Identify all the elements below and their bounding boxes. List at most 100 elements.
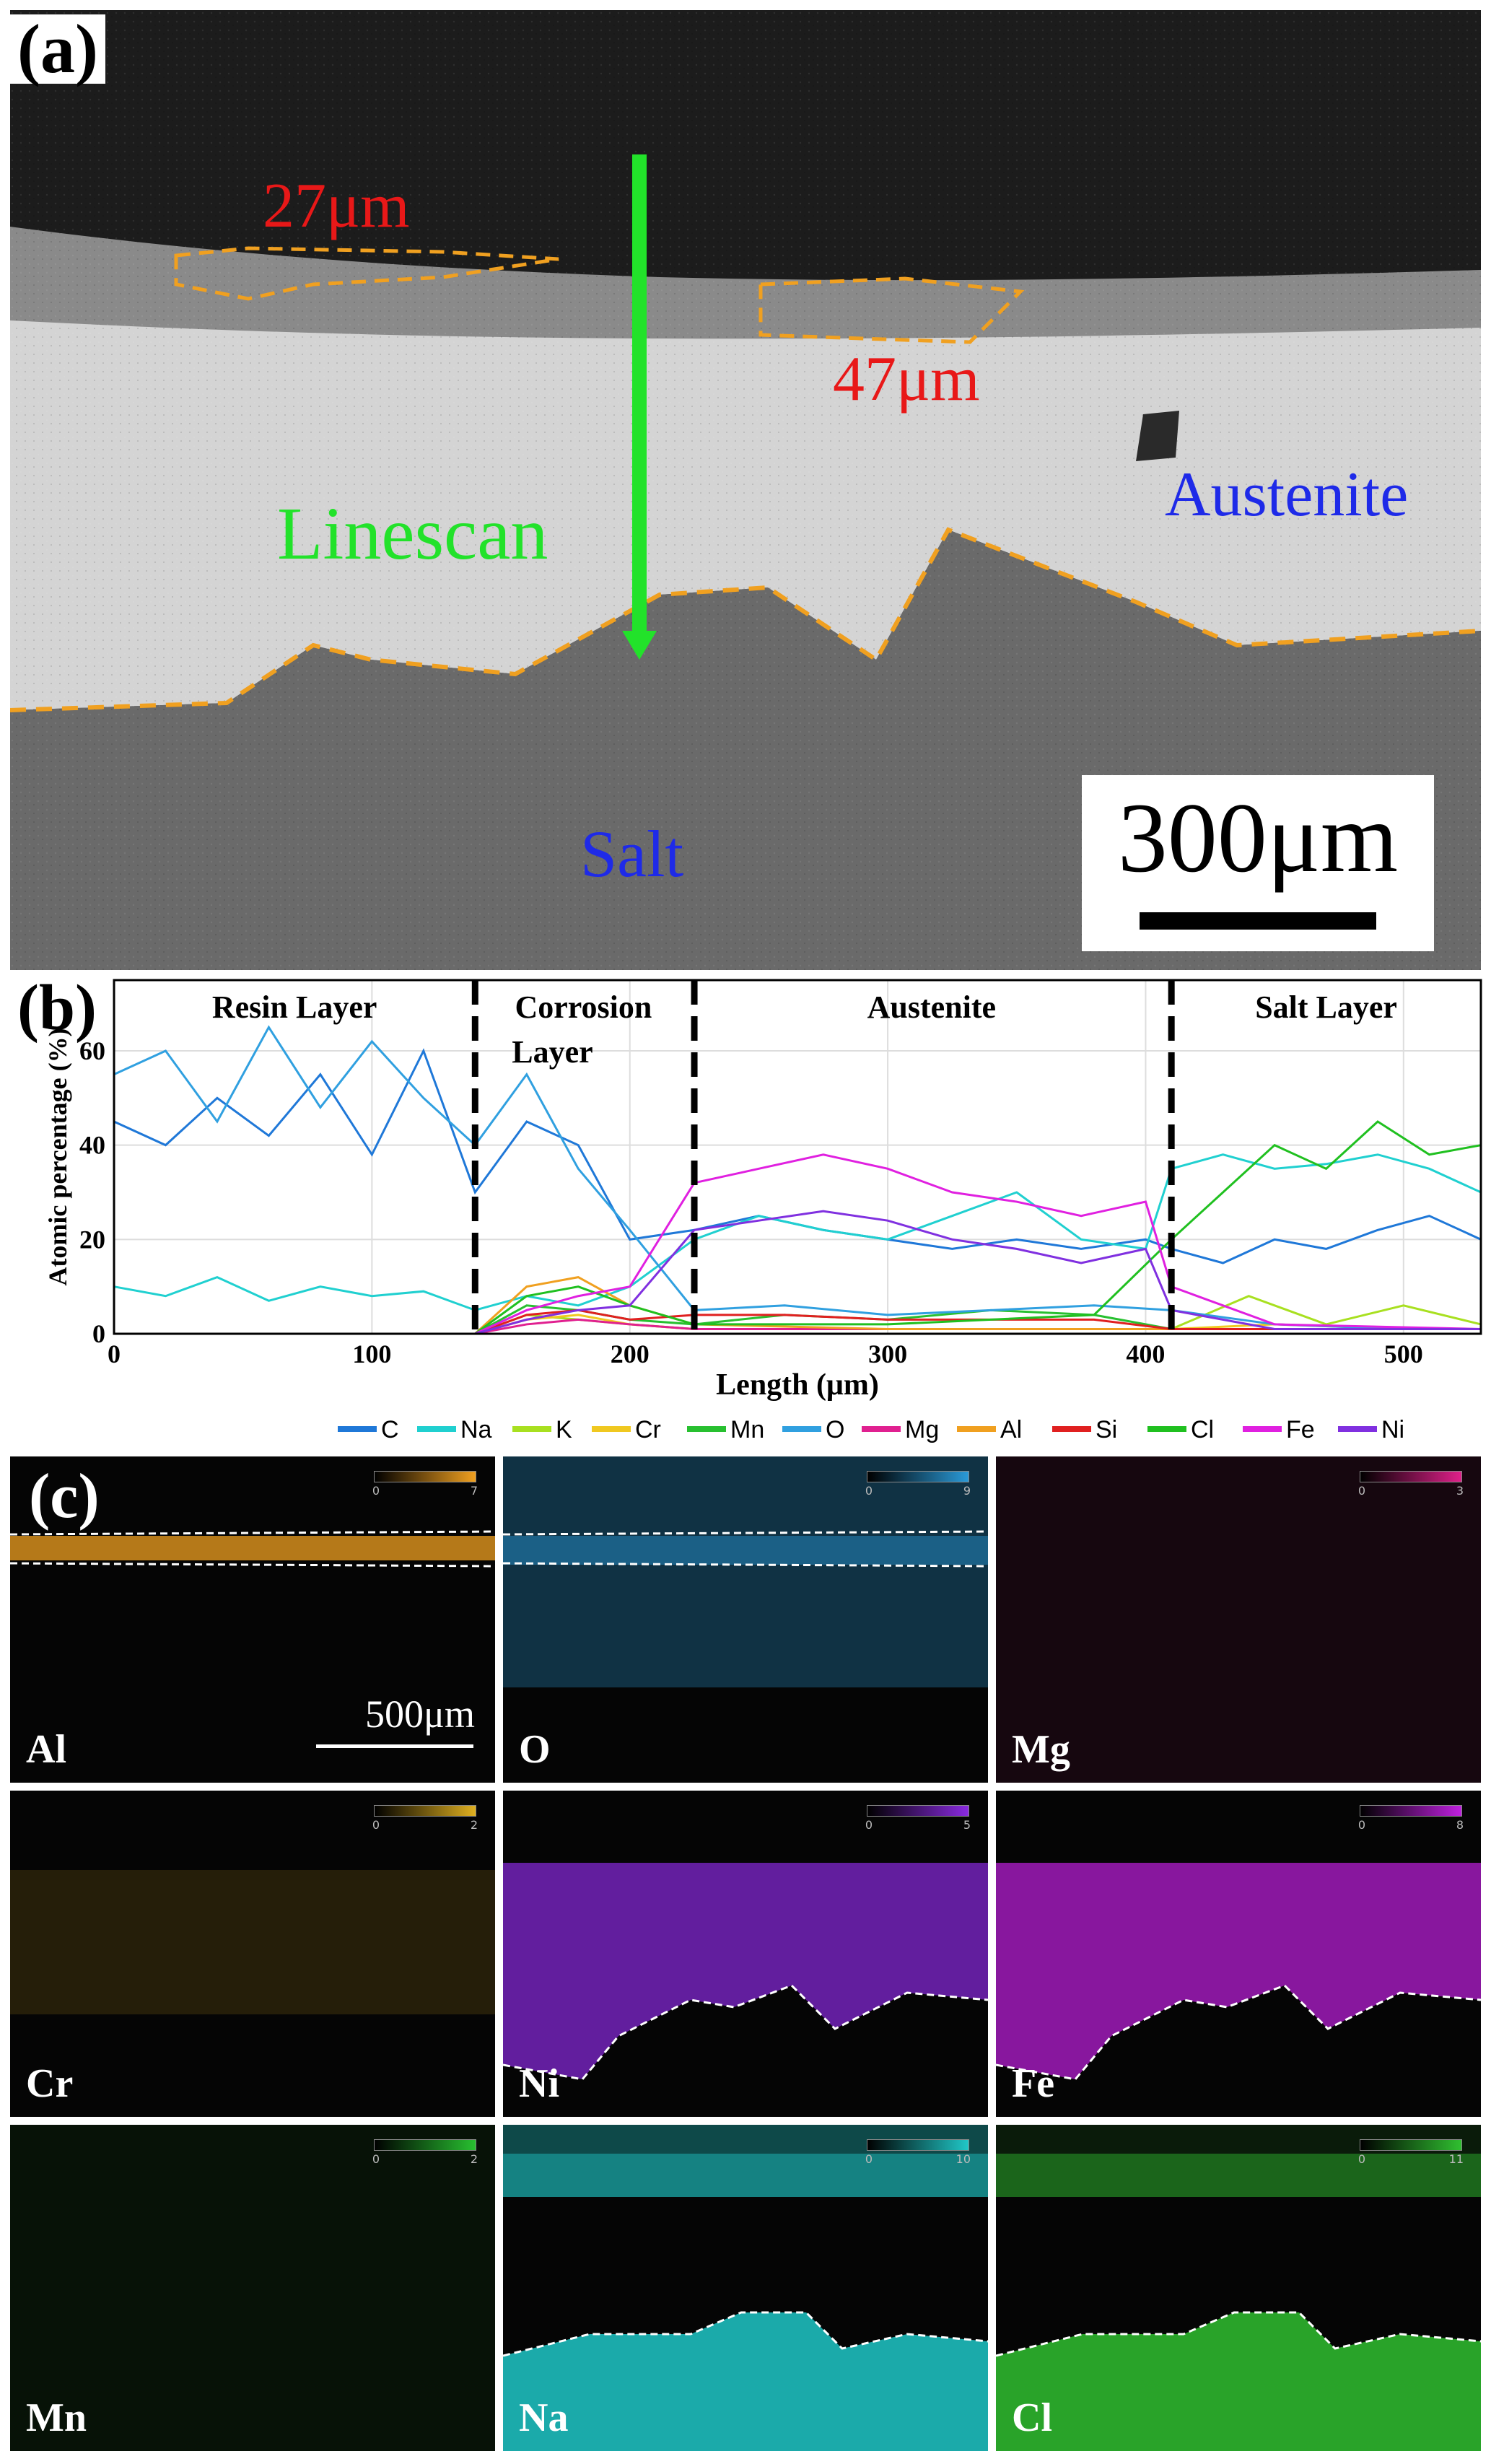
y-tick-label: 0 <box>92 1319 105 1348</box>
o-band <box>503 1536 988 1565</box>
layer-boundary-top <box>10 1530 495 1536</box>
x-tick-label: 100 <box>352 1340 391 1368</box>
legend-label-al: Al <box>1000 1416 1022 1443</box>
colorbar-max: 2 <box>470 1818 478 1832</box>
colorbar <box>867 1471 969 1482</box>
series-c-line <box>113 1048 1482 1264</box>
cr-region <box>10 1870 495 2014</box>
eds-map-image <box>503 2125 988 2451</box>
legend-label-fe: Fe <box>1286 1416 1315 1443</box>
colorbar-max: 11 <box>1448 2152 1464 2166</box>
eds-map-mg: 0 3 Mg <box>996 1456 1481 1783</box>
salt-boundary <box>996 2311 1481 2357</box>
x-tick-label: 300 <box>868 1340 907 1368</box>
austenite-label: Austenite <box>1165 460 1408 530</box>
thickness-outline-27 <box>174 246 559 301</box>
scale-bar <box>1140 912 1376 930</box>
eds-map-image <box>996 1456 1481 1783</box>
chart-svg: Resin Layer Corrosion Layer Austenite Salt L… <box>43 979 1482 1402</box>
colorbar-min: 0 <box>865 1484 873 1498</box>
colorbar <box>1360 1471 1462 1482</box>
layer-boundary-bottom <box>503 1562 988 1568</box>
panel-c-label: (c) <box>29 1462 100 1532</box>
colorbar <box>374 1471 476 1482</box>
colorbar-min: 0 <box>865 2152 873 2166</box>
series-na-line <box>113 1153 1482 1311</box>
x-tick-label: 0 <box>108 1340 121 1368</box>
al-band <box>10 1536 495 1560</box>
thickness-outline-47 <box>758 276 1025 344</box>
eds-map-image <box>10 1530 495 1568</box>
element-label: Fe <box>1012 2061 1055 2106</box>
panel-a-label: (a) <box>10 14 105 84</box>
eds-map-cr: 0 2 Cr <box>10 1791 495 2117</box>
sem-image: 27μm 47μm Linescan Austenite Salt 300μm <box>10 10 1481 970</box>
scale-bar-box: 300μm <box>1082 775 1434 951</box>
x-tick-label: 200 <box>611 1340 650 1368</box>
colorbar-max: 3 <box>1456 1484 1464 1498</box>
eds-map-image <box>503 1456 988 1687</box>
particle <box>1136 411 1179 461</box>
series-cl-line <box>114 1120 1482 1335</box>
map-scale-bar <box>316 1744 473 1748</box>
colorbar-min: 0 <box>1357 2152 1365 2166</box>
colorbar <box>374 1805 476 1817</box>
legend-label-si: Si <box>1096 1416 1117 1443</box>
y-tick-label: 20 <box>79 1225 105 1254</box>
eds-map-al: 0 7 Al 500μm <box>10 1456 495 1783</box>
eds-map-image <box>10 1870 495 2014</box>
x-axis-label: Length (μm) <box>716 1368 879 1402</box>
region-label: Austenite <box>867 989 996 1025</box>
legend-label-mg: Mg <box>905 1416 939 1443</box>
colorbar-min: 0 <box>372 1818 380 1832</box>
y-axis-label: Atomic percentage (%) <box>43 1028 72 1285</box>
salt-boundary <box>503 2311 988 2357</box>
top-region <box>503 2125 988 2197</box>
eds-map-fe: 0 8 Fe <box>996 1791 1481 2117</box>
colorbar-max: 5 <box>963 1818 971 1832</box>
series-ni-line <box>114 1210 1481 1335</box>
salt-signal <box>503 2312 988 2451</box>
colorbar-max: 7 <box>470 1484 478 1498</box>
series-fe-line <box>114 1153 1482 1335</box>
colorbar <box>374 2139 476 2151</box>
colorbar <box>867 1805 969 1817</box>
element-label: O <box>519 1727 551 1772</box>
thickness-label-27: 27μm <box>263 171 410 241</box>
austenite-signal <box>503 1863 988 2079</box>
eds-map-ni: 0 5 Ni <box>503 1791 988 2117</box>
band-region <box>996 2154 1481 2197</box>
legend-label-k: K <box>556 1416 572 1443</box>
region-label: Corrosion <box>515 989 652 1025</box>
colorbar-max: 9 <box>963 1484 971 1498</box>
element-label: Cr <box>26 2061 74 2106</box>
legend-label-mn: Mn <box>730 1416 764 1443</box>
salt-label: Salt <box>580 817 684 891</box>
legend-label-o: O <box>826 1416 844 1443</box>
layer-boundary-top <box>503 1530 988 1536</box>
eds-map-image <box>996 2125 1481 2451</box>
thickness-label-47: 47μm <box>833 344 980 414</box>
legend-label-ni: Ni <box>1381 1416 1404 1443</box>
region-label: Resin Layer <box>212 989 377 1025</box>
colorbar-max: 10 <box>956 2152 971 2166</box>
eds-map-na: 0 10 Na <box>503 2125 988 2451</box>
legend-label-na: Na <box>460 1416 492 1443</box>
eds-map-cl: 0 11 Cl <box>996 2125 1481 2451</box>
colorbar-min: 0 <box>1357 1818 1365 1832</box>
colorbar <box>1360 1805 1462 1817</box>
eds-map-mn: 0 2 Mn <box>10 2125 495 2451</box>
salt-boundary <box>996 1984 1481 2081</box>
element-label: Mg <box>1012 1727 1070 1772</box>
band-region <box>503 2154 988 2197</box>
element-label: Al <box>26 1727 66 1772</box>
legend-label-cr: Cr <box>635 1416 661 1443</box>
colorbar-max: 2 <box>470 2152 478 2166</box>
colorbar-min: 0 <box>372 2152 380 2166</box>
region-label: Layer <box>512 1034 593 1070</box>
eds-map-image <box>10 2125 495 2451</box>
mn-region <box>10 2125 495 2451</box>
legend-label-c: C <box>381 1416 399 1443</box>
colorbar-min: 0 <box>1357 1484 1365 1498</box>
o-region <box>503 1456 988 1687</box>
